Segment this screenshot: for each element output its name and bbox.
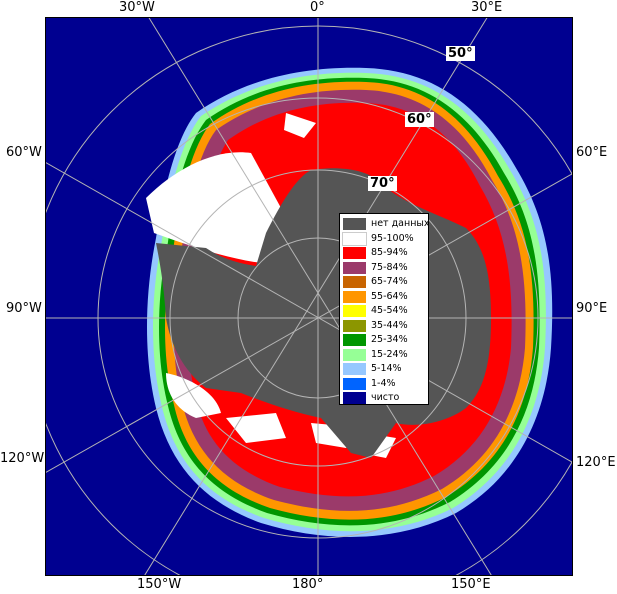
- legend-label: 1-4%: [371, 377, 396, 389]
- legend-label: нет данных: [371, 218, 430, 229]
- legend-label: 65-74%: [371, 276, 408, 287]
- legend-swatch: [343, 218, 366, 230]
- legend-label: 15-24%: [371, 348, 408, 360]
- legend-item: 85-94%: [343, 246, 429, 260]
- longitude-label-150w: 150°W: [137, 577, 182, 592]
- legend-swatch: [343, 377, 366, 390]
- longitude-label-90e: 90°E: [576, 301, 608, 316]
- legend-swatch: [343, 290, 366, 303]
- legend-label: 95-100%: [371, 232, 414, 244]
- legend-item: чисто: [343, 391, 429, 405]
- legend-item: 25-34%: [343, 333, 429, 347]
- legend-label: 45-54%: [371, 305, 408, 316]
- legend-label: 35-44%: [371, 319, 408, 331]
- legend-swatch: [343, 392, 366, 404]
- latitude-label-60: 60°: [405, 112, 434, 127]
- longitude-label-180: 180°: [292, 577, 324, 592]
- legend-item: 55-64%: [343, 290, 429, 304]
- longitude-label-120e: 120°E: [576, 455, 616, 470]
- graticule: [46, 18, 572, 575]
- longitude-label-30e-top: 30°E: [471, 0, 503, 15]
- legend-item: 35-44%: [343, 319, 429, 333]
- legend-label: 25-34%: [371, 334, 408, 345]
- legend-item: 45-54%: [343, 304, 429, 318]
- legend-item: 95-100%: [342, 231, 429, 246]
- legend-item: 1-4%: [343, 377, 429, 391]
- legend-swatch: [343, 305, 366, 317]
- legend-swatch: [343, 276, 366, 288]
- concentration-legend: нет данных 95-100% 85-94% 75-84% 65-74% 55-64…: [339, 213, 430, 405]
- longitude-label-60e: 60°E: [576, 145, 608, 160]
- longitude-label-120w: 120°W: [0, 451, 45, 466]
- longitude-label-150e: 150°E: [451, 577, 491, 592]
- legend-swatch: [343, 319, 366, 332]
- longitude-label-0-top: 0°: [310, 0, 325, 15]
- legend-item: 75-84%: [343, 261, 429, 275]
- legend-label: 5-14%: [371, 363, 402, 374]
- longitude-label-60w: 60°W: [6, 145, 42, 160]
- legend-swatch: [343, 348, 366, 361]
- legend-swatch: [343, 334, 366, 346]
- legend-label: 85-94%: [371, 247, 408, 258]
- legend-label: 75-84%: [371, 261, 408, 273]
- legend-swatch: [343, 261, 366, 274]
- latitude-label-70: 70°: [368, 176, 397, 191]
- longitude-label-30w-top: 30°W: [119, 0, 155, 15]
- legend-swatch: [343, 363, 366, 375]
- latitude-label-50: 50°: [446, 46, 475, 61]
- polar-stereographic-map: [46, 18, 572, 575]
- sea-ice-map: 50° 60° 70°: [45, 17, 573, 576]
- legend-swatch: [342, 231, 367, 246]
- legend-item: нет данных: [343, 217, 430, 231]
- legend-label: чисто: [371, 392, 400, 403]
- legend-swatch: [343, 247, 366, 259]
- longitude-label-90w: 90°W: [6, 301, 42, 316]
- legend-item: 15-24%: [343, 348, 429, 362]
- legend-item: 65-74%: [343, 275, 429, 289]
- legend-item: 5-14%: [343, 362, 429, 376]
- legend-label: 55-64%: [371, 290, 408, 302]
